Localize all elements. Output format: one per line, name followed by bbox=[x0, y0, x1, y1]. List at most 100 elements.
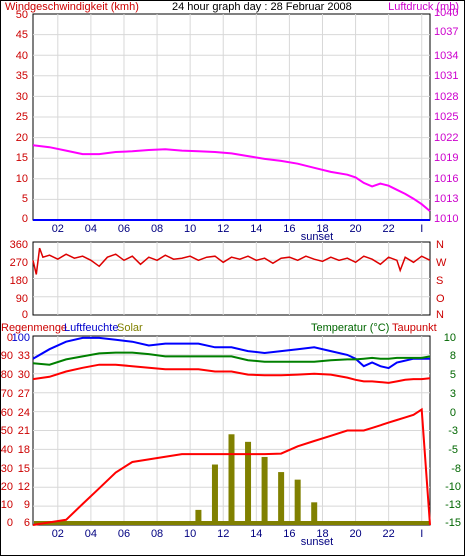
rain-tick-21: 21 bbox=[18, 425, 30, 437]
pressure-axis-title: Luftdruck (mb) bbox=[388, 1, 459, 13]
graph-title: 24 hour graph day : 28 Februar 2008 bbox=[172, 1, 352, 13]
pressure-tick-1019: 1019 bbox=[434, 152, 458, 164]
x-tick-label: 04 bbox=[85, 528, 97, 540]
solar-bar bbox=[245, 441, 252, 525]
pressure-line bbox=[32, 144, 431, 212]
direction-label-n-top: N bbox=[436, 239, 444, 251]
solar-bar bbox=[228, 434, 235, 525]
panel-3-sunset-label: sunset bbox=[301, 536, 333, 548]
humidity-tick-60: 60 bbox=[1, 407, 13, 419]
dewpoint-line bbox=[32, 363, 431, 384]
x-tick-label: 02 bbox=[52, 223, 64, 235]
x-tick-label: 02 bbox=[52, 528, 64, 540]
pressure-tick-1022: 1022 bbox=[434, 132, 458, 144]
humidity-tick-90: 90 bbox=[1, 350, 13, 362]
solar-baseline bbox=[34, 521, 429, 525]
temp-tick-neg10: -10 bbox=[445, 481, 461, 493]
x-tick-label: 16 bbox=[283, 528, 295, 540]
x-tick-label: 16 bbox=[283, 223, 295, 235]
rain-tick-15: 15 bbox=[18, 463, 30, 475]
wind-tick-25: 25 bbox=[16, 111, 28, 123]
direction-tick-360: 360 bbox=[10, 239, 28, 251]
solar-bar bbox=[211, 464, 218, 525]
pressure-wind-panel: 50 45 40 35 30 25 20 15 10 5 0 1037 10 40… bbox=[16, 7, 459, 243]
temp-tick-0: 0 bbox=[450, 407, 456, 419]
solar-axis-title: Solar bbox=[117, 322, 143, 334]
x-tick-label: 14 bbox=[250, 223, 262, 235]
x-tick-label: 20 bbox=[349, 528, 361, 540]
x-tick-label: 04 bbox=[85, 223, 97, 235]
x-tick-label: 08 bbox=[151, 223, 163, 235]
temp-tick-3: 3 bbox=[450, 388, 456, 400]
rain-tick-18: 18 bbox=[18, 444, 30, 456]
temp-tick-neg8: -8 bbox=[451, 463, 461, 475]
rain-axis-title: Regenmenge bbox=[1, 322, 67, 334]
pressure-tick-1031: 1031 bbox=[434, 70, 458, 82]
x-tick-label: 10 bbox=[184, 528, 196, 540]
wind-direction-line bbox=[32, 247, 431, 275]
direction-label-n-bottom: N bbox=[436, 309, 444, 321]
rain-tick-0: 0 bbox=[7, 332, 13, 344]
pressure-tick-1013: 1013 bbox=[434, 193, 458, 205]
pressure-tick-1037: 1037 bbox=[434, 26, 458, 38]
rain-tick-30: 30 bbox=[18, 369, 30, 381]
humidity-tick-30: 30 bbox=[1, 463, 13, 475]
temp-tick-8: 8 bbox=[450, 350, 456, 362]
wind-tick-40: 40 bbox=[16, 50, 28, 62]
wind-tick-45: 45 bbox=[16, 29, 28, 41]
panel-3-x-ticks: 02 04 06 08 10 12 14 16 18 20 22 I bbox=[52, 528, 424, 540]
temperature-ticks: 10 8 5 3 0 -3 -5 -8 -10 -13 -15 bbox=[444, 332, 461, 529]
direction-tick-90: 90 bbox=[16, 293, 28, 305]
pressure-tick-1028: 1028 bbox=[434, 91, 458, 103]
x-tick-label: 10 bbox=[184, 223, 196, 235]
humidity-tick-80: 80 bbox=[1, 369, 13, 381]
direction-label-s: S bbox=[436, 275, 443, 287]
x-tick-label: 14 bbox=[250, 528, 262, 540]
humidity-tick-100: 100 bbox=[12, 332, 30, 344]
temp-tick-neg3: -3 bbox=[448, 425, 458, 437]
x-tick-label: 08 bbox=[151, 528, 163, 540]
wind-speed-ticks: 50 45 40 35 30 25 20 15 10 5 0 bbox=[16, 9, 28, 225]
rain-line bbox=[32, 407, 431, 526]
x-tick-label: 12 bbox=[217, 223, 229, 235]
x-tick-label: 18 bbox=[316, 528, 328, 540]
wind-tick-35: 35 bbox=[16, 70, 28, 82]
wind-tick-10: 10 bbox=[16, 173, 28, 185]
temp-tick-neg5: -5 bbox=[448, 444, 458, 456]
direction-label-o: O bbox=[436, 293, 445, 305]
humidity-tick-50: 50 bbox=[1, 425, 13, 437]
panel-1-x-ticks: 02 04 06 08 10 12 14 16 18 20 22 I bbox=[52, 223, 424, 235]
temp-tick-10: 10 bbox=[444, 332, 456, 344]
wind-speed-axis-title: Windgeschwindigkeit (kmh) bbox=[5, 1, 139, 13]
humidity-temperature-rain-panel: 0 100 90 33 80 30 70 27 60 24 50 21 40 1… bbox=[1, 332, 461, 548]
wind-direction-panel: 360 270 180 90 0 N W S O N bbox=[10, 239, 447, 321]
temperature-axis-title: Temperatur (°C) bbox=[311, 322, 389, 334]
humidity-tick-20: 20 bbox=[1, 481, 13, 493]
humidity-tick-70: 70 bbox=[1, 388, 13, 400]
wind-tick-15: 15 bbox=[16, 152, 28, 164]
x-tick-label: 18 bbox=[316, 223, 328, 235]
pressure-tick-1034: 1034 bbox=[434, 50, 458, 62]
rain-tick-33: 33 bbox=[18, 350, 30, 362]
humidity-tick-10: 10 bbox=[1, 499, 13, 511]
pressure-tick-1010: 1010 bbox=[434, 213, 458, 225]
direction-label-w: W bbox=[436, 257, 447, 269]
direction-tick-270: 270 bbox=[10, 257, 28, 269]
humidity-tick-40: 40 bbox=[1, 444, 13, 456]
direction-tick-180: 180 bbox=[10, 275, 28, 287]
rain-tick-24: 24 bbox=[18, 407, 30, 419]
rain-humidity-ticks: 0 100 90 33 80 30 70 27 60 24 50 21 40 1… bbox=[1, 332, 30, 529]
humidity-axis-title: Luftfeuchte bbox=[64, 322, 118, 334]
panel-1-sunset-label: sunset bbox=[301, 231, 333, 243]
solar-bar bbox=[311, 502, 318, 525]
wind-tick-0: 0 bbox=[22, 213, 28, 225]
x-tick-label: I bbox=[420, 223, 423, 235]
x-tick-label: 22 bbox=[383, 528, 395, 540]
x-tick-label: 20 bbox=[349, 223, 361, 235]
pressure-tick-1016: 1016 bbox=[434, 173, 458, 185]
solar-bar bbox=[294, 479, 301, 525]
solar-bars bbox=[34, 434, 429, 525]
humidity-line bbox=[32, 336, 430, 370]
temp-tick-5: 5 bbox=[450, 369, 456, 381]
